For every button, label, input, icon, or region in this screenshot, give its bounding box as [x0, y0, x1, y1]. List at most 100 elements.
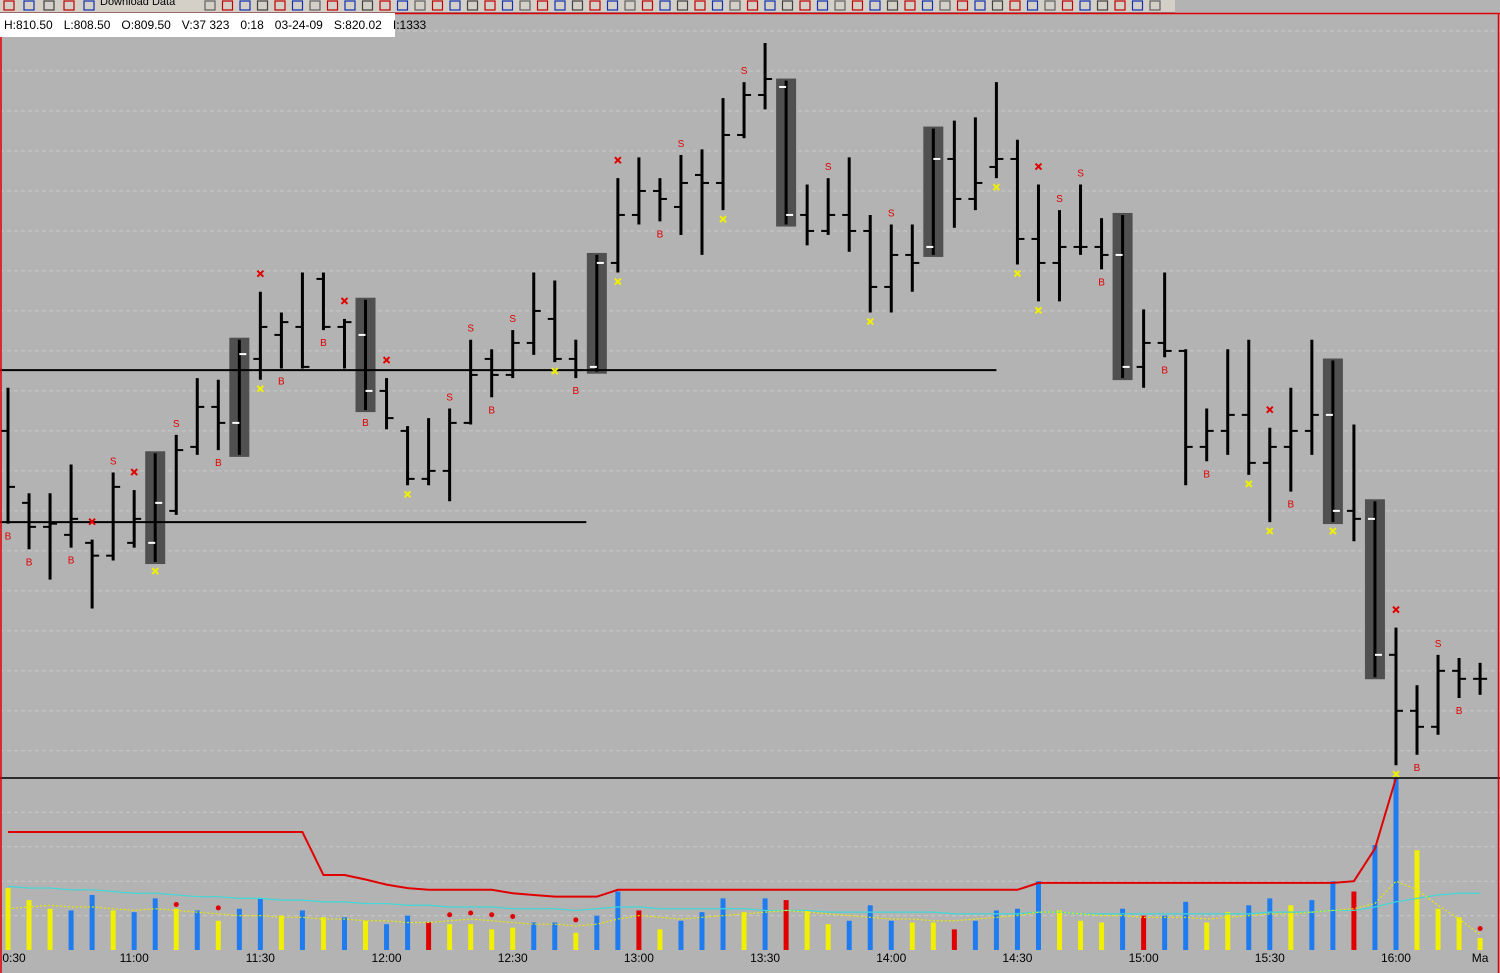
- toolbar-icon[interactable]: [414, 0, 426, 11]
- toolbar-icon[interactable]: [659, 0, 671, 11]
- target-marker-stroke: [1329, 527, 1337, 535]
- toolbar-icon[interactable]: [904, 0, 916, 11]
- toolbar-icon[interactable]: [886, 0, 899, 11]
- toolbar-icon[interactable]: [361, 0, 374, 11]
- toolbar-icon[interactable]: [536, 0, 549, 11]
- volume-bar: [1393, 778, 1399, 950]
- volume-bar: [173, 908, 179, 950]
- toolbar-icon[interactable]: [991, 0, 1004, 11]
- toolbar-icon[interactable]: [379, 0, 391, 11]
- toolbar-icon[interactable]: [729, 0, 741, 11]
- volume-bar: [320, 917, 326, 950]
- toolbar-icon[interactable]: [571, 0, 584, 11]
- toolbar-icon[interactable]: [764, 0, 776, 11]
- toolbar: Download Data: [0, 0, 1175, 13]
- volume-bar: [257, 898, 263, 950]
- time-label: 11:30: [246, 951, 275, 965]
- toolbar-icon[interactable]: [396, 0, 409, 11]
- target-marker: [992, 183, 1001, 191]
- stop-marker-stroke: [1034, 162, 1043, 171]
- volume-bar: [194, 910, 200, 950]
- toolbar-icon[interactable]: [204, 0, 216, 11]
- volume-bar: [384, 924, 390, 950]
- stop-marker: [1266, 405, 1274, 414]
- info-field: L:808.50: [63, 18, 111, 32]
- toolbar-icon[interactable]: [746, 0, 759, 11]
- toolbar-icon[interactable]: [799, 0, 811, 11]
- target-marker: [1013, 269, 1022, 278]
- toolbar-icon[interactable]: [326, 0, 339, 11]
- indicator-dot: [1477, 926, 1483, 932]
- volume-bar: [1162, 915, 1168, 950]
- toolbar-icon[interactable]: [851, 0, 864, 11]
- toolbar-icon[interactable]: [519, 0, 531, 11]
- indicator-dot: [489, 912, 495, 918]
- toolbar-icon[interactable]: [606, 0, 619, 11]
- toolbar-icon[interactable]: [3, 0, 15, 11]
- target-marker: [1034, 306, 1043, 315]
- toolbar-icon[interactable]: [63, 0, 75, 11]
- toolbar-icon[interactable]: [484, 0, 496, 11]
- toolbar-icon[interactable]: [449, 0, 461, 11]
- toolbar-icon[interactable]: [816, 0, 829, 11]
- toolbar-icon[interactable]: [1114, 0, 1126, 11]
- toolbar-icon[interactable]: [1009, 0, 1021, 11]
- volume-bar: [720, 898, 726, 950]
- toolbar-icon[interactable]: [624, 0, 636, 11]
- toolbar-icon[interactable]: [83, 0, 95, 11]
- signal-label: B: [1414, 763, 1421, 774]
- toolbar-icon[interactable]: [1044, 0, 1056, 11]
- indicator-dot: [215, 905, 221, 911]
- stop-marker: [1392, 605, 1400, 614]
- toolbar-icon[interactable]: [921, 0, 934, 11]
- toolbar-icon[interactable]: [1131, 0, 1144, 11]
- toolbar-icon[interactable]: [641, 0, 654, 11]
- toolbar-icon[interactable]: [711, 0, 724, 11]
- volume-bar: [1183, 901, 1189, 950]
- toolbar-icon[interactable]: [221, 0, 234, 11]
- signal-label: B: [278, 377, 285, 388]
- toolbar-icon[interactable]: [274, 0, 286, 11]
- toolbar-icon[interactable]: [466, 0, 479, 11]
- toolbar-icon[interactable]: [239, 0, 251, 11]
- toolbar-icon[interactable]: [869, 0, 881, 11]
- volume-bar: [741, 912, 747, 950]
- toolbar-icon[interactable]: [676, 0, 689, 11]
- toolbar-icon[interactable]: [834, 0, 846, 11]
- target-marker-stroke: [1245, 480, 1253, 488]
- toolbar-icon[interactable]: [291, 0, 304, 11]
- toolbar-icon[interactable]: [1149, 0, 1161, 11]
- target-marker: [1329, 527, 1337, 535]
- toolbar-icon[interactable]: [781, 0, 794, 11]
- signal-label: B: [1287, 500, 1294, 511]
- signal-label: S: [467, 324, 474, 335]
- toolbar-icon[interactable]: [256, 0, 269, 11]
- toolbar-icon[interactable]: [501, 0, 514, 11]
- toolbar-icon[interactable]: [1096, 0, 1109, 11]
- toolbar-icon[interactable]: [43, 0, 55, 11]
- signal-label: B: [5, 532, 12, 543]
- toolbar-icon[interactable]: [1026, 0, 1039, 11]
- target-marker: [1266, 527, 1274, 535]
- download-data-button[interactable]: Download Data: [100, 0, 176, 8]
- toolbar-icon[interactable]: [431, 0, 444, 11]
- toolbar-icon[interactable]: [956, 0, 969, 11]
- toolbar-icon[interactable]: [309, 0, 321, 11]
- volume-bar: [678, 920, 684, 950]
- toolbar-icon[interactable]: [694, 0, 706, 11]
- toolbar-icon[interactable]: [23, 0, 35, 11]
- toolbar-icon[interactable]: [344, 0, 356, 11]
- stop-marker: [382, 356, 391, 364]
- toolbar-icon[interactable]: [1061, 0, 1074, 11]
- volume-bar: [972, 920, 978, 950]
- toolbar-icon[interactable]: [1079, 0, 1091, 11]
- toolbar-icon[interactable]: [589, 0, 601, 11]
- stop-marker-stroke: [340, 297, 349, 305]
- signal-label: B: [572, 386, 579, 397]
- volume-bar: [1204, 922, 1210, 950]
- volume-bar: [1035, 881, 1041, 950]
- toolbar-icon[interactable]: [939, 0, 951, 11]
- toolbar-icon[interactable]: [554, 0, 566, 11]
- toolbar-icon[interactable]: [974, 0, 986, 11]
